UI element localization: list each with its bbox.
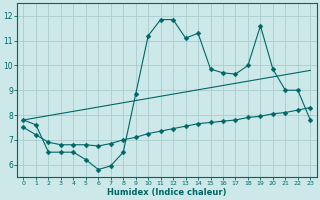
X-axis label: Humidex (Indice chaleur): Humidex (Indice chaleur) [107,188,227,197]
